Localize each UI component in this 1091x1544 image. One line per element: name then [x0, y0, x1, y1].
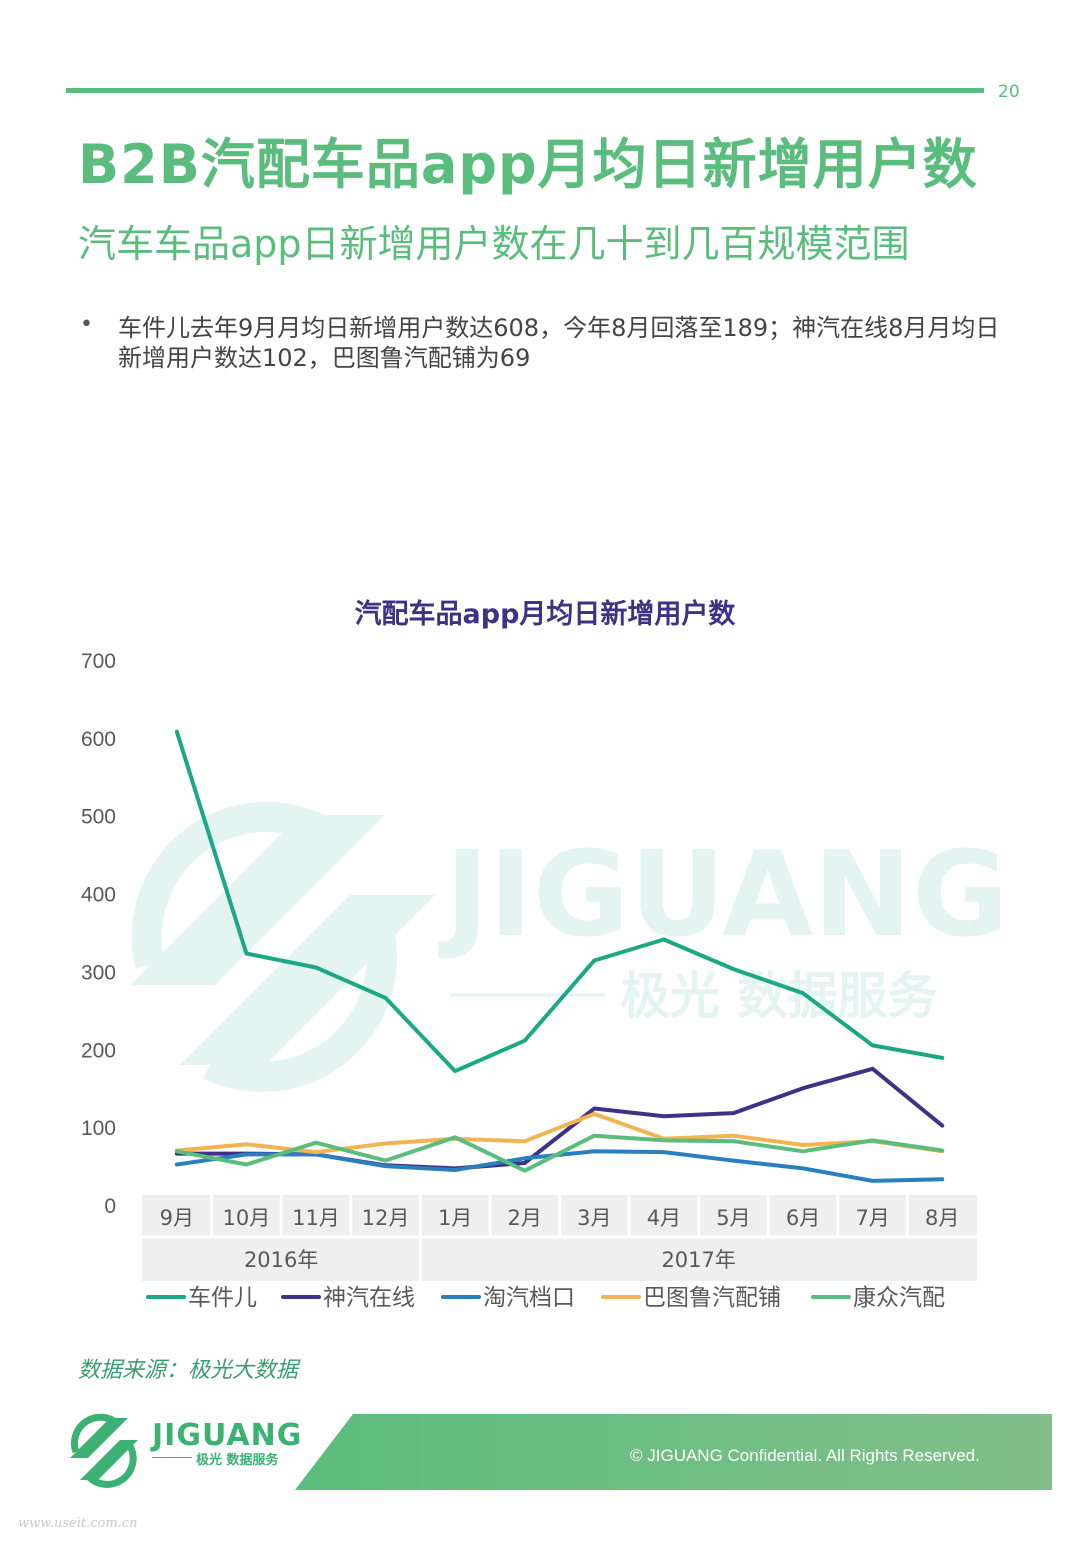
x-group-label: 2017年 [661, 1248, 735, 1272]
y-tick-label: 600 [81, 728, 116, 751]
legend-label: 车件儿 [188, 1285, 257, 1311]
y-tick-label: 100 [81, 1117, 116, 1140]
series-line [174, 729, 945, 1074]
page-subtitle: 汽车车品app日新增用户数在几十到几百规模范围 [78, 222, 910, 266]
watermark-logo-shape [180, 895, 435, 1065]
top-rule [66, 88, 984, 93]
x-tick-label: 8月 [925, 1206, 959, 1230]
copyright-text: © JIGUANG Confidential. All Rights Reser… [630, 1446, 980, 1465]
watermark-logo-arc [131, 802, 338, 969]
x-tick-label: 12月 [362, 1206, 410, 1230]
y-tick-label: 500 [81, 806, 116, 829]
x-tick-label: 11月 [292, 1206, 340, 1230]
watermark-logo-shape [130, 815, 385, 985]
x-tick-label: 3月 [577, 1206, 611, 1230]
y-tick-label: 400 [81, 884, 116, 907]
site-watermark: www.useit.com.cn [18, 1516, 138, 1531]
y-tick-label: 0 [104, 1195, 116, 1218]
jiguang-logo-icon [70, 1413, 138, 1488]
x-tick-label: 9月 [160, 1206, 194, 1230]
logo-wordmark: JIGUANG [152, 1418, 303, 1453]
y-tick-label: 300 [81, 961, 116, 984]
legend-label: 康众汽配 [853, 1285, 945, 1311]
logo-tagline: 极光 数据服务 [196, 1453, 279, 1468]
y-tick-label: 700 [81, 650, 116, 673]
x-tick-label: 5月 [716, 1206, 750, 1230]
legend-label: 神汽在线 [323, 1285, 415, 1311]
x-tick-label: 1月 [438, 1206, 472, 1230]
x-tick-label: 4月 [647, 1206, 681, 1230]
page-number: 20 [998, 82, 1020, 102]
x-tick-label: 6月 [786, 1206, 820, 1230]
logo-divider [152, 1457, 192, 1458]
bullet-text: 车件儿去年9月月均日新增用户数达608，今年8月回落至189；神汽在线8月月均日… [118, 314, 1000, 372]
x-tick-label: 10月 [223, 1206, 271, 1230]
watermark-subtext: 极光 数据服务 [620, 967, 937, 1025]
x-tick-label: 7月 [855, 1206, 889, 1230]
footer-band [70, 1413, 1052, 1490]
chart-title: 汽配车品app月均日新增用户数 [355, 598, 737, 630]
watermark-logo-icon [130, 802, 435, 1092]
watermark-text: JIGUANG [438, 825, 1000, 963]
series-line [174, 1133, 945, 1173]
series-line [174, 1149, 945, 1183]
y-tick-label: 200 [81, 1039, 116, 1062]
x-tick-label: 2月 [508, 1206, 542, 1230]
legend-label: 巴图鲁汽配铺 [643, 1285, 781, 1311]
page-title: B2B汽配车品app月均日新增用户数 [78, 133, 978, 196]
data-source: 数据来源：极光大数据 [78, 1358, 299, 1383]
bullet-marker: • [80, 312, 93, 337]
x-group-label: 2016年 [244, 1248, 318, 1272]
series-line [174, 1111, 945, 1155]
watermark-logo-arc [203, 932, 397, 1092]
legend-label: 淘汽档口 [483, 1285, 575, 1311]
